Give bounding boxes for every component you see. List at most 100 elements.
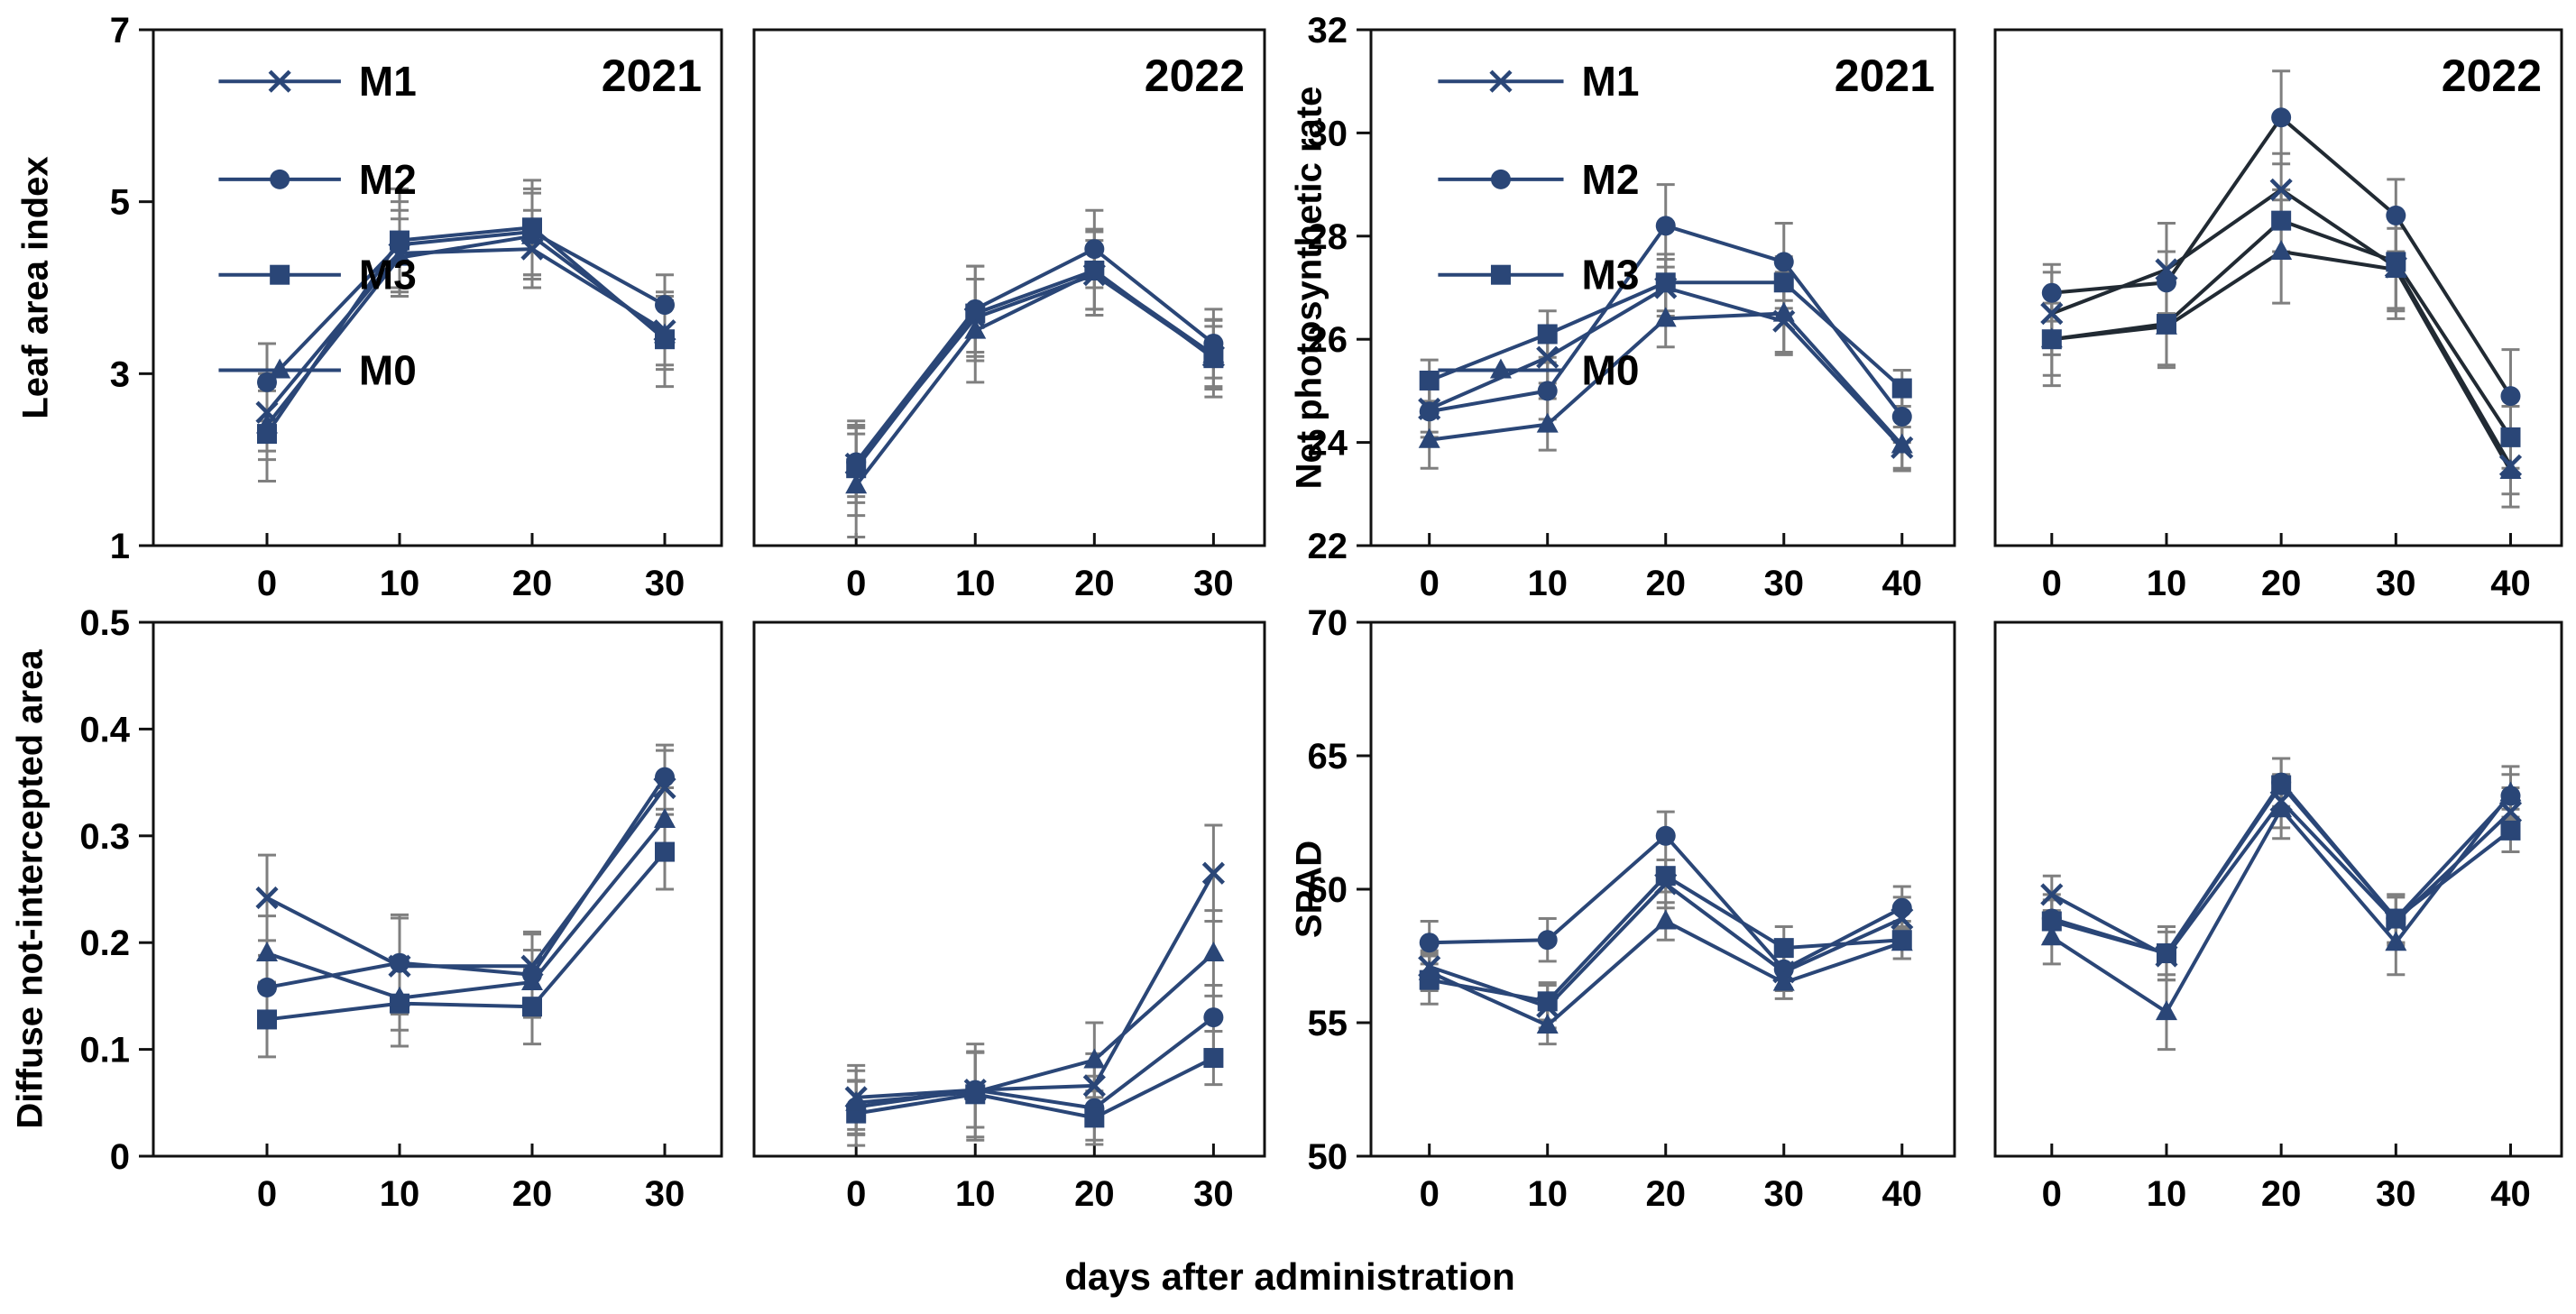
y-tick-label: 24 <box>1308 424 1348 464</box>
series-markers-M2 <box>1419 216 1912 427</box>
series-line-M1 <box>856 872 1216 1099</box>
legend-label: M0 <box>1582 347 1640 394</box>
legend-label: M2 <box>1582 156 1640 203</box>
x-tick-label: 30 <box>1193 564 1234 603</box>
x-tick-label: 0 <box>2042 564 2062 603</box>
series-markers-M2 <box>1419 825 1912 979</box>
y-tick-label: 0.2 <box>79 923 130 963</box>
x-tick-label: 0 <box>846 564 866 603</box>
y-tick-label: 7 <box>110 11 130 51</box>
x-tick-label: 30 <box>2376 1174 2416 1214</box>
y-tick-label: 30 <box>1308 114 1348 153</box>
x-tick-label: 10 <box>955 1174 996 1214</box>
legend-label: M1 <box>1582 58 1640 105</box>
legend-label: M2 <box>359 156 417 203</box>
legend-item-M2: M2 <box>218 156 417 203</box>
x-tick-label: 10 <box>2147 564 2187 603</box>
series-markers-M3 <box>1419 272 1912 399</box>
y-tick-label: 22 <box>1308 527 1348 566</box>
x-tick-label: 0 <box>1420 1174 1440 1214</box>
panel-spad-2021: 50 55 60 65 70 0 10 20 30 40 <box>1236 600 1964 1227</box>
panel-lai-2021: 1 3 5 7 0 10 20 30 2021 M1 M2 M3 M0 <box>18 7 731 616</box>
legend-item-M2: M2 <box>1438 156 1639 203</box>
y-tick-label: 26 <box>1308 320 1348 360</box>
chart-spad-2021: 50 55 60 65 70 0 10 20 30 40 <box>1308 603 1956 1214</box>
series-markers-M0 <box>256 224 676 434</box>
x-axis-spad-2021: 0 10 20 30 40 <box>1420 1144 1922 1214</box>
series-line-M2 <box>265 229 666 384</box>
y-axis-lai-2021: 1 3 5 7 <box>110 11 153 566</box>
panel-diffuse-2021: 0 0.1 0.2 0.3 0.4 0.5 0 10 20 30 <box>18 600 731 1227</box>
series-line-M0 <box>856 951 1215 1105</box>
x-tick-label: 0 <box>2042 1174 2062 1214</box>
series-line-M3 <box>266 850 667 1022</box>
x-tick-label: 40 <box>1882 564 1923 603</box>
panel-npr-2021: 22 24 26 28 30 32 0 10 20 30 40 2021 M1 M2 M3 M0 <box>1236 7 1964 616</box>
y-tick-label: 0 <box>110 1137 130 1177</box>
legend-item-M1: M1 <box>218 58 417 105</box>
x-tick-label: 10 <box>1527 1174 1568 1214</box>
legend-item-M0: M0 <box>218 347 417 394</box>
x-tick-label: 0 <box>846 1174 866 1214</box>
x-tick-label: 10 <box>380 564 420 603</box>
series-line-M0 <box>266 818 667 1000</box>
series-line-M3 <box>855 1056 1215 1120</box>
y-tick-label: 65 <box>1308 737 1348 776</box>
x-axis-diffuse-2021: 0 10 20 30 <box>257 1144 685 1214</box>
y-tick-label: 0.1 <box>79 1031 130 1070</box>
x-axis-npr-2022: 0 10 20 30 40 <box>2042 533 2531 603</box>
x-tick-label: 20 <box>1074 564 1115 603</box>
x-tick-label: 0 <box>257 1174 277 1214</box>
series-line-M2 <box>854 246 1215 464</box>
series-markers-M3 <box>2041 775 2521 964</box>
series-markers-M0 <box>2040 239 2522 480</box>
chart-lai-2021: 1 3 5 7 0 10 20 30 2021 M1 M2 M3 M0 <box>110 11 723 603</box>
x-tick-label: 20 <box>2261 564 2302 603</box>
year-label: 2022 <box>1145 51 1245 101</box>
x-tick-label: 20 <box>512 1174 553 1214</box>
year-label: 2021 <box>1835 51 1935 101</box>
y-axis-npr-2021: 22 24 26 28 30 32 <box>1308 11 1371 566</box>
x-tick-label: 0 <box>1420 564 1440 603</box>
x-tick-label: 40 <box>1882 1174 1923 1214</box>
panel-diffuse-2022: 0 10 20 30 <box>619 600 1274 1227</box>
y-axis-spad-2021: 50 55 60 65 70 <box>1308 603 1371 1177</box>
series-markers-M0 <box>1418 301 1913 454</box>
legend-label: M1 <box>359 58 417 105</box>
x-axis-npr-2021: 0 10 20 30 40 <box>1420 533 1922 603</box>
series-markers-M0 <box>1418 909 1913 1034</box>
x-tick-label: 30 <box>645 564 685 603</box>
legend-label: M3 <box>1582 252 1640 299</box>
series-markers-M2 <box>2041 107 2521 407</box>
chart-npr-2021: 22 24 26 28 30 32 0 10 20 30 40 2021 M1 M2 M3 M0 <box>1308 11 1956 603</box>
legend-item-M3: M3 <box>1438 252 1639 299</box>
x-tick-label: 20 <box>1645 1174 1686 1214</box>
year-label: 2022 <box>2442 51 2542 101</box>
y-tick-label: 55 <box>1308 1004 1348 1043</box>
x-tick-label: 20 <box>1645 564 1686 603</box>
x-tick-label: 30 <box>645 1174 685 1214</box>
y-tick-label: 0.5 <box>79 603 130 643</box>
chart-spad-2022: 0 10 20 30 40 <box>1993 620 2563 1214</box>
y-axis-diffuse-2021: 0 0.1 0.2 0.3 0.4 0.5 <box>79 603 153 1177</box>
chart-diffuse-2021: 0 0.1 0.2 0.3 0.4 0.5 0 10 20 30 <box>79 603 723 1214</box>
x-axis-title: days after administration <box>1064 1255 1515 1298</box>
series-line-M0 <box>265 234 667 427</box>
x-axis-lai-2022: 0 10 20 30 <box>846 533 1234 603</box>
x-axis-diffuse-2022: 0 10 20 30 <box>846 1144 1234 1214</box>
x-tick-label: 10 <box>380 1174 420 1214</box>
x-tick-label: 30 <box>1764 564 1805 603</box>
series-line-M0 <box>854 270 1215 487</box>
x-tick-label: 10 <box>2147 1174 2187 1214</box>
x-axis-spad-2022: 0 10 20 30 40 <box>2042 1144 2531 1214</box>
chart-diffuse-2022: 0 10 20 30 <box>752 620 1266 1214</box>
series-markers-M0 <box>845 260 1225 494</box>
panel-lai-2022: 0 10 20 30 2022 <box>619 7 1274 616</box>
y-tick-label: 32 <box>1308 11 1348 51</box>
x-tick-label: 40 <box>2490 564 2531 603</box>
x-tick-label: 20 <box>512 564 553 603</box>
x-tick-label: 20 <box>1074 1174 1115 1214</box>
y-tick-label: 60 <box>1308 870 1348 910</box>
x-tick-label: 40 <box>2490 1174 2531 1214</box>
series-markers-M0 <box>845 942 1225 1111</box>
